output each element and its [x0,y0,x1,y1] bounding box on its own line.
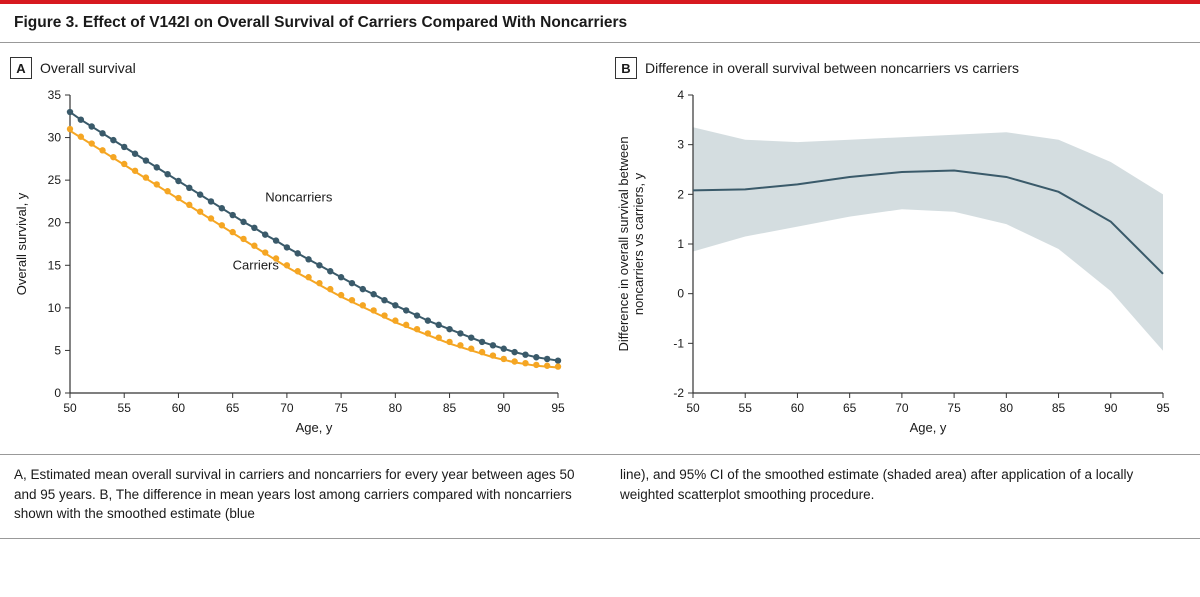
svg-text:85: 85 [1052,401,1066,415]
svg-text:Age, y: Age, y [910,420,947,435]
svg-text:95: 95 [1156,401,1170,415]
svg-text:1: 1 [677,237,684,251]
panels-row: A Overall survival 505560657075808590950… [0,43,1200,454]
caption-right: line), and 95% CI of the smoothed estima… [620,465,1186,524]
svg-text:-2: -2 [673,386,684,400]
svg-text:70: 70 [280,401,294,415]
svg-text:15: 15 [48,258,62,272]
svg-text:30: 30 [48,131,62,145]
svg-text:80: 80 [389,401,403,415]
panel-a-subtitle: Overall survival [40,60,136,76]
svg-text:50: 50 [63,401,77,415]
svg-text:Overall survival, y: Overall survival, y [14,192,29,295]
svg-text:Age, y: Age, y [296,420,333,435]
panel-a-letter: A [10,57,32,79]
svg-text:80: 80 [1000,401,1014,415]
svg-text:10: 10 [48,301,62,315]
svg-text:90: 90 [1104,401,1118,415]
svg-text:75: 75 [334,401,348,415]
svg-text:Difference in overall survival: Difference in overall survival betweenno… [616,136,646,351]
svg-text:-1: -1 [673,336,684,350]
figure-title: Figure 3. Effect of V142I on Overall Sur… [0,4,1200,43]
panel-b-header: B Difference in overall survival between… [615,57,1190,79]
svg-text:95: 95 [551,401,565,415]
svg-text:20: 20 [48,216,62,230]
panel-a-header: A Overall survival [10,57,585,79]
svg-text:90: 90 [497,401,511,415]
svg-text:0: 0 [54,386,61,400]
svg-text:50: 50 [686,401,700,415]
svg-text:3: 3 [677,138,684,152]
svg-text:35: 35 [48,88,62,102]
svg-text:65: 65 [226,401,240,415]
svg-text:25: 25 [48,173,62,187]
panel-b-letter: B [615,57,637,79]
svg-text:Noncarriers: Noncarriers [265,189,333,204]
panel-b: B Difference in overall survival between… [615,57,1190,450]
panel-b-chart: 50 55 60 65 70 75 80 85 90 95 -2 -1 0 1 2 3 4 Age, y Diffe… [615,85,1175,445]
svg-text:4: 4 [677,88,684,102]
svg-text:5: 5 [54,343,61,357]
figure-caption: A, Estimated mean overall survival in ca… [0,454,1200,538]
svg-text:65: 65 [843,401,857,415]
svg-text:60: 60 [172,401,186,415]
svg-text:75: 75 [947,401,961,415]
panel-a: A Overall survival 50 55 60 65 70 75 80 85 90 95 0… [10,57,585,450]
svg-text:Carriers: Carriers [233,258,280,273]
svg-text:2: 2 [677,187,684,201]
svg-text:85: 85 [443,401,457,415]
panel-b-subtitle: Difference in overall survival between n… [645,60,1019,76]
svg-text:0: 0 [677,287,684,301]
figure-container: Figure 3. Effect of V142I on Overall Sur… [0,0,1200,539]
svg-text:55: 55 [739,401,753,415]
svg-text:70: 70 [895,401,909,415]
caption-left: A, Estimated mean overall survival in ca… [14,465,580,524]
svg-text:55: 55 [118,401,132,415]
panel-a-chart: 50 55 60 65 70 75 80 85 90 95 0 5 10 15 20 25 30 35 Age, y… [10,85,570,445]
svg-text:60: 60 [791,401,805,415]
